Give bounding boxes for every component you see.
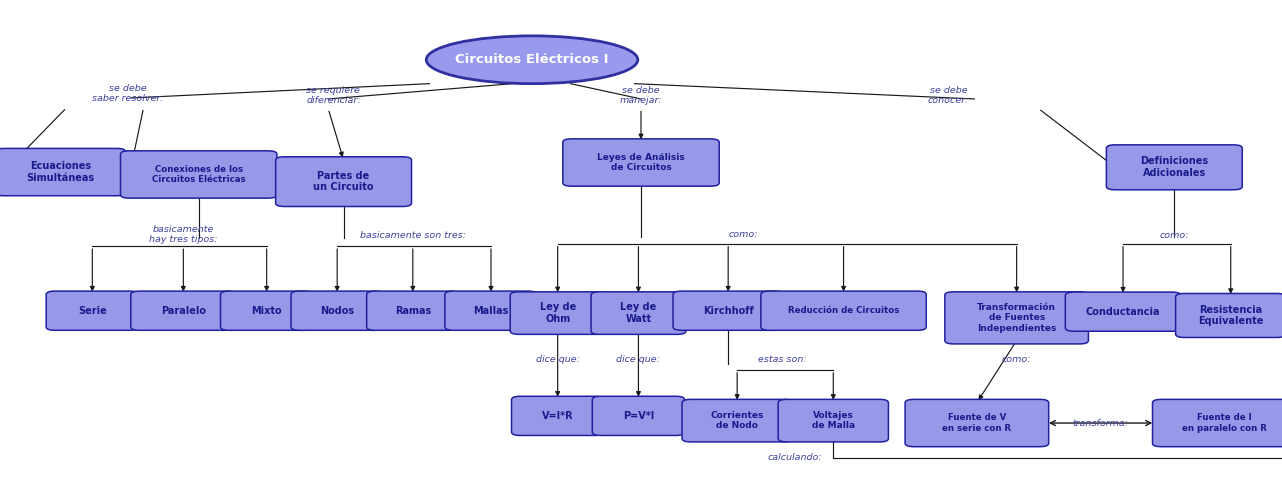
FancyBboxPatch shape xyxy=(367,291,459,330)
FancyBboxPatch shape xyxy=(1065,292,1181,331)
FancyBboxPatch shape xyxy=(1106,145,1242,190)
FancyBboxPatch shape xyxy=(46,291,138,330)
FancyBboxPatch shape xyxy=(591,292,686,335)
Text: Leyes de Análisis
de Circuitos: Leyes de Análisis de Circuitos xyxy=(597,153,685,172)
FancyBboxPatch shape xyxy=(682,400,792,442)
FancyBboxPatch shape xyxy=(1176,293,1282,337)
Text: Serie: Serie xyxy=(78,306,106,315)
Text: Resistencia
Equivalente: Resistencia Equivalente xyxy=(1199,304,1263,326)
Text: como:: como: xyxy=(1001,355,1032,364)
Text: Definiciones
Adicionales: Definiciones Adicionales xyxy=(1140,156,1209,178)
FancyBboxPatch shape xyxy=(512,396,604,435)
Text: Paralelo: Paralelo xyxy=(160,306,206,315)
FancyBboxPatch shape xyxy=(131,291,236,330)
Text: Mallas: Mallas xyxy=(473,306,509,315)
Text: transforma:: transforma: xyxy=(1072,419,1128,427)
Text: basicamente son tres:: basicamente son tres: xyxy=(360,231,465,239)
Text: Ley de
Watt: Ley de Watt xyxy=(620,302,656,324)
Text: se debe
manejar:: se debe manejar: xyxy=(619,86,663,105)
FancyBboxPatch shape xyxy=(592,396,685,435)
Text: Ley de
Ohm: Ley de Ohm xyxy=(540,302,576,324)
Text: se requiere
diferenciar:: se requiere diferenciar: xyxy=(306,86,360,105)
FancyBboxPatch shape xyxy=(673,291,783,330)
Text: V=I*R: V=I*R xyxy=(542,411,573,421)
Text: se debe
saber resolver:: se debe saber resolver: xyxy=(92,84,164,103)
Text: Nodos: Nodos xyxy=(320,306,354,315)
FancyBboxPatch shape xyxy=(276,157,412,206)
Text: dice que:: dice que: xyxy=(536,355,579,364)
Text: Ramas: Ramas xyxy=(395,306,431,315)
Text: Corrientes
de Nodo: Corrientes de Nodo xyxy=(710,411,764,430)
Text: calculando:: calculando: xyxy=(768,454,822,462)
FancyBboxPatch shape xyxy=(905,400,1049,446)
Text: basicamente
hay tres tipos:: basicamente hay tres tipos: xyxy=(149,225,218,244)
FancyBboxPatch shape xyxy=(0,148,126,196)
Text: Transformación
de Fuentes
Independientes: Transformación de Fuentes Independientes xyxy=(977,303,1056,333)
Text: Fuente de I
en paralelo con R: Fuente de I en paralelo con R xyxy=(1182,413,1267,433)
FancyBboxPatch shape xyxy=(778,400,888,442)
Text: como:: como: xyxy=(1159,231,1190,239)
Text: P=V*I: P=V*I xyxy=(623,411,654,421)
FancyBboxPatch shape xyxy=(445,291,537,330)
Text: estas son:: estas son: xyxy=(758,355,806,364)
Text: se debe
conocer:: se debe conocer: xyxy=(928,86,969,105)
FancyBboxPatch shape xyxy=(563,139,719,186)
Text: Ecuaciones
Simultáneas: Ecuaciones Simultáneas xyxy=(26,161,95,183)
Text: como:: como: xyxy=(728,230,759,239)
Text: Conexiones de los
Circuitos Eléctricas: Conexiones de los Circuitos Eléctricas xyxy=(151,165,246,184)
Text: Reducción de Circuitos: Reducción de Circuitos xyxy=(788,306,899,315)
Text: Mixto: Mixto xyxy=(251,306,282,315)
FancyBboxPatch shape xyxy=(945,292,1088,344)
FancyBboxPatch shape xyxy=(221,291,313,330)
FancyBboxPatch shape xyxy=(762,291,926,330)
Text: Fuente de V
en serie con R: Fuente de V en serie con R xyxy=(942,413,1011,433)
FancyBboxPatch shape xyxy=(510,292,605,335)
Ellipse shape xyxy=(426,36,638,84)
Text: dice que:: dice que: xyxy=(617,355,660,364)
FancyBboxPatch shape xyxy=(121,151,277,198)
Text: Partes de
un Circuito: Partes de un Circuito xyxy=(313,171,374,193)
Text: Conductancia: Conductancia xyxy=(1086,307,1160,316)
Text: Circuitos Eléctricos I: Circuitos Eléctricos I xyxy=(455,53,609,66)
Text: Voltajes
de Malla: Voltajes de Malla xyxy=(812,411,855,430)
Text: Kirchhoff: Kirchhoff xyxy=(703,306,754,315)
FancyBboxPatch shape xyxy=(1153,400,1282,446)
FancyBboxPatch shape xyxy=(291,291,383,330)
